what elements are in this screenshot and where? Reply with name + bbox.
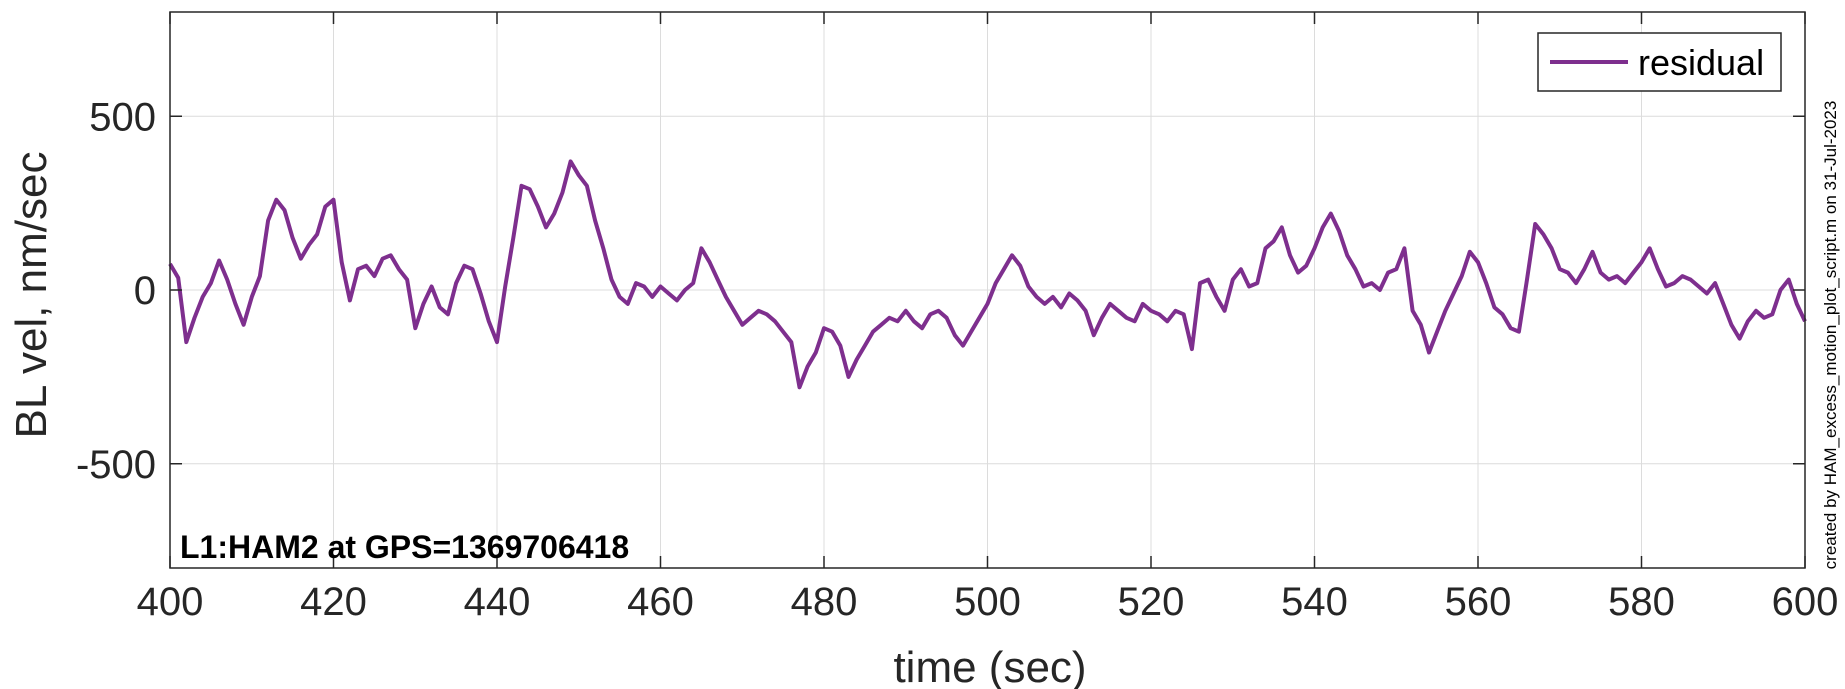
plot-area-clip-group xyxy=(168,159,1807,390)
x-tick-label: 420 xyxy=(300,580,367,624)
y-axis-title: BL vel, nm/sec xyxy=(7,152,56,439)
grid-lines xyxy=(169,12,1806,568)
x-tick-label: 400 xyxy=(137,580,204,624)
x-tick-label: 500 xyxy=(954,580,1021,624)
x-tick-label: 460 xyxy=(627,580,694,624)
series-line-residual xyxy=(168,159,1807,390)
y-tick-label: 500 xyxy=(89,95,156,139)
x-tick-label: 560 xyxy=(1445,580,1512,624)
legend-entry-label: residual xyxy=(1638,42,1764,83)
x-tick-label: 480 xyxy=(791,580,858,624)
legend: residual xyxy=(1537,32,1782,92)
y-tick-label: -500 xyxy=(76,443,156,487)
x-tick-label: 600 xyxy=(1772,580,1839,624)
x-tick-label: 440 xyxy=(464,580,531,624)
side-note: created by HAM_excess_motion_plot_script… xyxy=(1821,101,1840,570)
x-tick-label: 540 xyxy=(1281,580,1348,624)
x-ticks: 400 420 440 460 480 500 520 540 560 580 600 xyxy=(137,12,1839,624)
x-tick-label: 580 xyxy=(1608,580,1675,624)
x-axis-title: time (sec) xyxy=(893,643,1086,689)
annotation-label: L1:HAM2 at GPS=1369706418 xyxy=(180,529,629,565)
y-tick-label: 0 xyxy=(134,269,156,313)
x-tick-label: 520 xyxy=(1118,580,1185,624)
y-ticks: -500 0 500 xyxy=(76,95,1805,487)
